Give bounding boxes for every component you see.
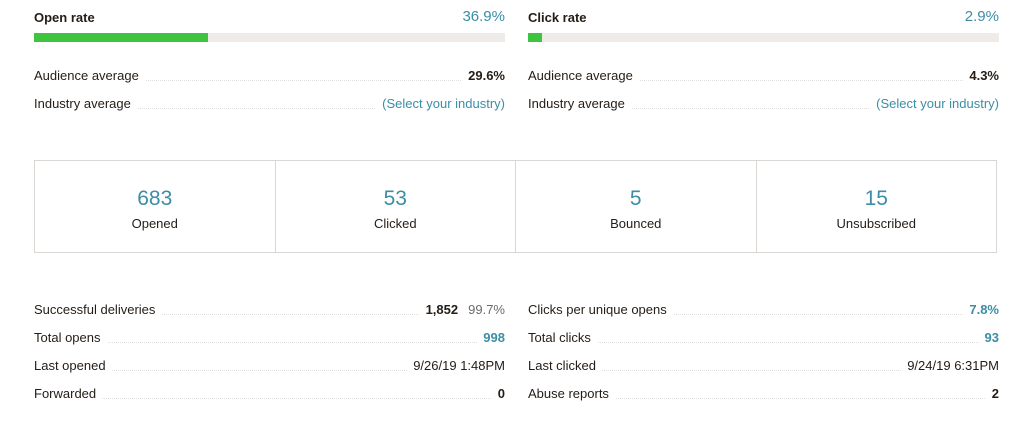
- total-clicks-row: Total clicks 93: [528, 330, 999, 348]
- click-industry-average-row: Industry average (Select your industry): [528, 96, 999, 114]
- stat-opened-number: 683: [137, 187, 173, 210]
- abuse-reports-row: Abuse reports 2: [528, 386, 999, 404]
- last-opened-row: Last opened 9/26/19 1:48PM: [34, 358, 505, 376]
- clicks-per-unique-opens-label: Clicks per unique opens: [528, 302, 673, 317]
- stat-clicked[interactable]: 53 Clicked: [276, 161, 516, 252]
- open-audience-average-value: 29.6%: [462, 68, 505, 83]
- stat-unsubscribed-label: Unsubscribed: [836, 216, 917, 231]
- forwarded-value: 0: [491, 386, 505, 401]
- stat-opened[interactable]: 683 Opened: [35, 161, 276, 252]
- click-select-industry-link[interactable]: (Select your industry): [870, 96, 999, 111]
- stat-bounced[interactable]: 5 Bounced: [516, 161, 757, 252]
- clicks-per-unique-opens-value[interactable]: 7.8%: [963, 302, 999, 317]
- click-rate-value: 2.9%: [964, 8, 999, 25]
- stat-unsubscribed-number: 15: [864, 187, 888, 210]
- open-audience-average-label: Audience average: [34, 68, 145, 83]
- last-clicked-value: 9/24/19 6:31PM: [901, 358, 999, 373]
- open-industry-average-label: Industry average: [34, 96, 137, 111]
- total-clicks-value[interactable]: 93: [978, 330, 999, 345]
- abuse-reports-label: Abuse reports: [528, 386, 615, 401]
- total-clicks-label: Total clicks: [528, 330, 597, 345]
- click-audience-average-row: Audience average 4.3%: [528, 68, 999, 86]
- stat-clicked-number: 53: [383, 187, 407, 210]
- stat-bounced-number: 5: [629, 187, 642, 210]
- open-select-industry-link[interactable]: (Select your industry): [376, 96, 505, 111]
- open-rate-header: Open rate 36.9%: [34, 8, 505, 28]
- open-industry-average-row: Industry average (Select your industry): [34, 96, 505, 114]
- stat-opened-label: Opened: [131, 216, 178, 231]
- click-rate-title: Click rate: [528, 10, 587, 25]
- open-rate-bar-fill: [34, 33, 208, 42]
- open-rate-title: Open rate: [34, 10, 95, 25]
- clicks-per-unique-opens-row: Clicks per unique opens 7.8%: [528, 302, 999, 320]
- successful-deliveries-value: 1,852 99.7%: [419, 302, 505, 317]
- stat-bounced-label: Bounced: [610, 216, 662, 231]
- forwarded-row: Forwarded 0: [34, 386, 505, 404]
- click-audience-average-value: 4.3%: [963, 68, 999, 83]
- click-audience-average-label: Audience average: [528, 68, 639, 83]
- stats-summary-box: 683 Opened 53 Clicked 5 Bounced 15 Unsub…: [34, 160, 997, 253]
- total-opens-row: Total opens 998: [34, 330, 505, 348]
- click-rate-header: Click rate 2.9%: [528, 8, 999, 28]
- successful-deliveries-row: Successful deliveries 1,852 99.7%: [34, 302, 505, 320]
- last-opened-value: 9/26/19 1:48PM: [407, 358, 505, 373]
- click-rate-bar-fill: [528, 33, 542, 42]
- total-opens-label: Total opens: [34, 330, 107, 345]
- last-clicked-row: Last clicked 9/24/19 6:31PM: [528, 358, 999, 376]
- open-audience-average-row: Audience average 29.6%: [34, 68, 505, 86]
- abuse-reports-value: 2: [985, 386, 999, 401]
- last-clicked-label: Last clicked: [528, 358, 602, 373]
- stat-unsubscribed[interactable]: 15 Unsubscribed: [757, 161, 997, 252]
- total-opens-value[interactable]: 998: [477, 330, 505, 345]
- successful-deliveries-count: 1,852: [425, 302, 459, 317]
- last-opened-label: Last opened: [34, 358, 112, 373]
- forwarded-label: Forwarded: [34, 386, 103, 401]
- click-rate-bar: [528, 33, 999, 42]
- successful-deliveries-percent: 99.7%: [468, 302, 505, 317]
- successful-deliveries-label: Successful deliveries: [34, 302, 162, 317]
- open-rate-bar: [34, 33, 505, 42]
- open-rate-value: 36.9%: [462, 8, 505, 25]
- stat-clicked-label: Clicked: [373, 216, 417, 231]
- click-industry-average-label: Industry average: [528, 96, 631, 111]
